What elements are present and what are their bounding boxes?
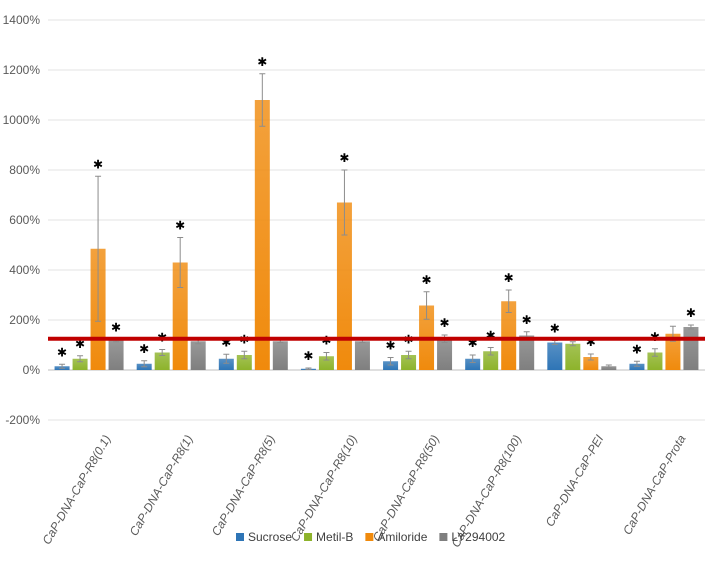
bar [383, 361, 399, 370]
bar [190, 341, 206, 370]
significance-marker: ✱ [339, 151, 349, 165]
x-category-label: CaP-DNA-CaP-Prota [620, 432, 689, 537]
y-tick-label: 800% [9, 163, 40, 177]
y-tick-label: 1400% [3, 13, 41, 27]
legend: Sucrose Metil-B Amiloride LY294002 [236, 530, 506, 544]
bar [683, 327, 699, 370]
y-tick-label: -200% [5, 413, 40, 427]
significance-marker: ✱ [504, 271, 514, 285]
significance-marker: ✱ [522, 313, 532, 327]
legend-label: LY294002 [451, 530, 505, 544]
legend-label: Amiloride [377, 530, 427, 544]
significance-marker: ✱ [632, 342, 642, 356]
significance-marker: ✱ [386, 339, 396, 353]
y-tick-label: 1000% [3, 113, 41, 127]
grid-lines [48, 19, 705, 421]
y-tick-label: 1200% [3, 63, 41, 77]
bar [483, 351, 499, 370]
significance-marker: ✱ [257, 55, 267, 69]
significance-marker: ✱ [686, 306, 696, 320]
significance-marker: ✱ [75, 337, 85, 351]
bar [154, 352, 170, 370]
bar [354, 341, 370, 370]
x-category-label: CaP-DNA-CaP-R8(5) [209, 433, 278, 539]
bar [72, 358, 88, 370]
significance-marker: ✱ [440, 316, 450, 330]
bar [565, 343, 581, 370]
legend-label: Sucrose [248, 530, 292, 544]
significance-marker: ✱ [139, 342, 149, 356]
bar [108, 340, 124, 370]
y-tick-label: 200% [9, 313, 40, 327]
bar [629, 363, 645, 370]
bar [272, 341, 288, 370]
significance-marker: ✱ [175, 219, 185, 233]
bar [665, 333, 681, 370]
x-category-label: CaP-DNA-CaP-R8(50) [370, 433, 442, 545]
bar [254, 100, 270, 370]
significance-marker: ✱ [57, 345, 67, 359]
bar [336, 202, 352, 370]
bar [318, 356, 334, 370]
significance-marker: ✱ [303, 349, 313, 363]
significance-marker: ✱ [111, 320, 121, 334]
significance-marker: ✱ [93, 157, 103, 171]
bar [236, 355, 252, 370]
significance-marker: ✱ [221, 335, 231, 349]
legend-label: Metil-B [316, 530, 353, 544]
bar [218, 358, 234, 370]
x-category-label: CaP-DNA-CaP-R8(1) [127, 433, 196, 539]
bar [547, 342, 563, 370]
bar [583, 357, 599, 370]
significance-marker: ✱ [422, 273, 432, 287]
significance-marker: ✱ [550, 322, 560, 336]
legend-swatch [439, 533, 448, 541]
significance-marker: ✱ [486, 329, 496, 343]
x-category-label: CaP-DNA-CaP-PEI [543, 432, 607, 529]
significance-marker: ✱ [586, 335, 596, 349]
x-category-label: CaP-DNA-CaP-R8(10) [288, 433, 360, 545]
y-axis: -200% 0% 200% 400% 600% 800% 1000% 1200% 1400% [3, 13, 41, 427]
bar [172, 262, 188, 370]
legend-swatch [304, 533, 313, 541]
legend-swatch [365, 533, 374, 541]
x-axis: CaP-DNA-CaP-R8(0.1) CaP-DNA-CaP-R8(1) CaP-… [40, 432, 689, 550]
y-tick-label: 400% [9, 263, 40, 277]
y-tick-label: 600% [9, 213, 40, 227]
bar [465, 358, 481, 370]
bars: ✱✱✱✱✱✱✱✱✱✱✱✱✱✱✱✱✱✱✱✱✱✱✱✱✱✱ [54, 55, 699, 370]
bar [437, 338, 453, 370]
bar [401, 355, 417, 370]
bar [601, 366, 617, 370]
x-category-label: CaP-DNA-CaP-R8(0.1) [40, 433, 114, 547]
bar [647, 352, 663, 370]
significance-marker: ✱ [468, 336, 478, 350]
bar [519, 335, 535, 370]
legend-swatch [236, 533, 244, 541]
bar [501, 301, 517, 370]
y-tick-label: 0% [23, 363, 41, 377]
